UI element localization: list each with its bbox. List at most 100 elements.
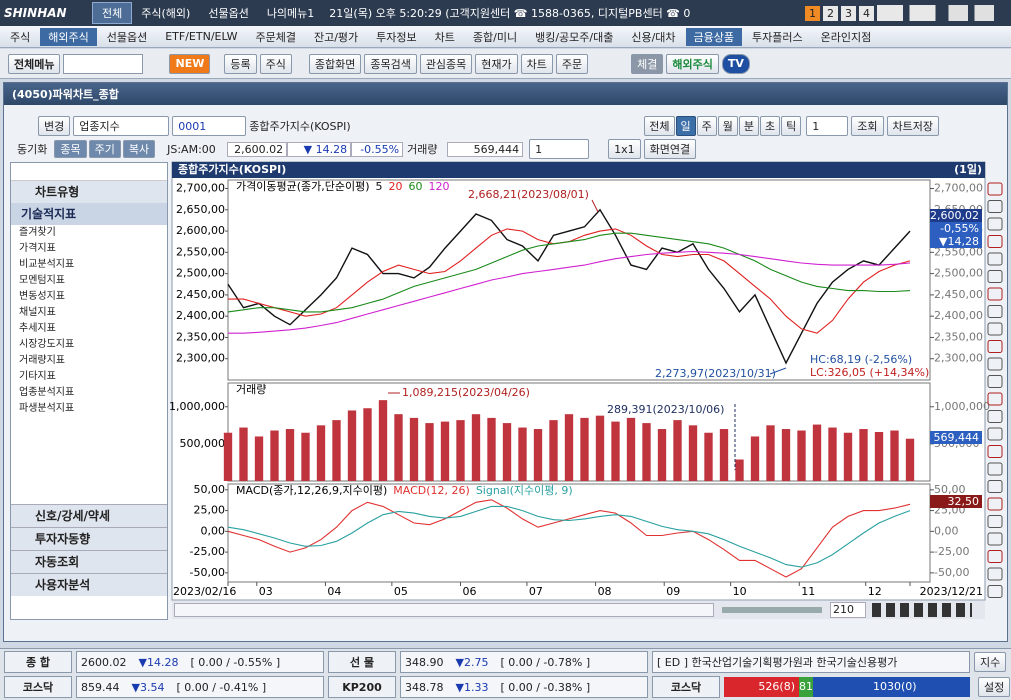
side-section[interactable]: 사용자분석: [11, 573, 167, 596]
sync-tab[interactable]: 주기: [88, 140, 121, 158]
breadth-up: 526(8): [724, 677, 799, 697]
tool-button[interactable]: 등록: [224, 53, 257, 74]
top-bar: SHINHAN 전체 주식(해외) 선물옵션 나의메뉴1 21일(목) 오후 5:20:2…: [0, 0, 1011, 26]
tree-item[interactable]: 파생분석지표: [19, 403, 75, 414]
period-button[interactable]: 주: [696, 116, 717, 136]
index-button[interactable]: 지수: [974, 652, 1007, 672]
period-button[interactable]: 전체: [644, 116, 675, 136]
all-menu[interactable]: 전체메뉴: [8, 53, 61, 74]
logo: SHINHAN: [4, 6, 67, 20]
scroll-bar: 210: [172, 601, 985, 619]
status-row: 코스닥 859.44 ▼3.54[ 0.00 / -0.41% ] KP200 348.…: [4, 676, 1011, 698]
volume-label: 거래량: [407, 143, 438, 156]
top-tab[interactable]: 주식(해외): [141, 7, 191, 20]
menu-item[interactable]: 해외주식: [40, 27, 97, 46]
menu-item[interactable]: ETF/ETN/ELW: [165, 30, 238, 43]
tree-item[interactable]: 추세지표: [19, 323, 56, 334]
menu-item[interactable]: 주식: [10, 30, 31, 44]
status-quote: 348.78 ▼1.33 [ 0.00 / -0.38% ]: [400, 676, 648, 698]
settings-button[interactable]: 설정: [978, 677, 1011, 697]
period-button[interactable]: 분: [738, 116, 759, 136]
status-range: [ 0.00 / -0.41% ]: [176, 680, 267, 694]
scroll-controls: [872, 603, 972, 617]
market-select[interactable]: 업종지수: [73, 116, 170, 136]
overseas-button[interactable]: 해외주식: [666, 53, 719, 74]
page-button[interactable]: 4: [859, 5, 874, 21]
screen-button[interactable]: 주문: [555, 53, 589, 74]
side-section[interactable]: 투자자동향: [11, 527, 167, 550]
screen-button[interactable]: 종합화면: [308, 53, 362, 74]
menu-item[interactable]: 종합/미니: [472, 30, 518, 44]
menu-item[interactable]: 투자정보: [376, 30, 417, 44]
tree-item[interactable]: 기타지표: [19, 371, 56, 382]
menu-item[interactable]: 주문체결: [255, 30, 296, 44]
window-title-bar: (4050)파워차트_종합: [4, 83, 1007, 105]
menu-item[interactable]: 투자플러스: [752, 30, 803, 44]
search-input: [63, 53, 144, 74]
top-tab[interactable]: 전체: [92, 2, 133, 24]
status-quote: 348.90 ▼2.75 [ 0.00 / -0.78% ]: [400, 651, 648, 673]
link-button[interactable]: 화면연결: [643, 139, 697, 159]
period-button[interactable]: 초: [760, 116, 781, 136]
status-label: 선 물: [328, 651, 396, 673]
status-range: [ 0.00 / -0.38% ]: [500, 680, 591, 694]
tree-item[interactable]: 변동성지표: [19, 291, 65, 302]
sync-tab[interactable]: 종목: [54, 140, 87, 158]
top-tab[interactable]: 나의메뉴1: [266, 7, 315, 20]
side-section[interactable]: 신호/강세/약세: [11, 504, 167, 527]
screen-button[interactable]: 차트: [520, 53, 553, 74]
period-button[interactable]: 월: [717, 116, 738, 136]
screen-button[interactable]: 종목검색: [364, 53, 417, 74]
status-change: ▼2.75: [455, 655, 489, 669]
tree-item[interactable]: 즐겨찾기: [19, 227, 56, 238]
save-button[interactable]: 차트저장: [886, 116, 939, 136]
menu-item[interactable]: 온라인지점: [820, 30, 872, 44]
layout-button[interactable]: 1x1: [608, 139, 641, 159]
rate: -0.55%: [351, 141, 404, 157]
status-price: 2600.02: [81, 655, 127, 669]
period-button[interactable]: 틱: [781, 116, 802, 136]
fill-button[interactable]: 체결: [631, 53, 664, 74]
status-label: 종 합: [4, 651, 72, 673]
query-button[interactable]: 조회: [851, 116, 884, 136]
tree-item[interactable]: 채널지표: [19, 307, 56, 318]
menu-item[interactable]: 금융상품: [685, 27, 743, 46]
change-button[interactable]: 변경: [38, 116, 71, 136]
menu-item[interactable]: 차트: [434, 30, 455, 44]
menu-item[interactable]: 잔고/평가: [313, 30, 359, 44]
code-input[interactable]: 0001: [172, 116, 247, 136]
tree-item[interactable]: 업종분석지표: [19, 387, 75, 398]
tree-item[interactable]: 비교분석지표: [19, 259, 75, 270]
toolbar: 전체메뉴 NEW 등록 주식 종합화면 종목검색 관심종목 현재가 차트 주문 체결 해외주식 TV: [0, 49, 1011, 79]
menu-item[interactable]: 선물옵션: [106, 30, 148, 44]
tree-item[interactable]: 모멘텀지표: [19, 275, 65, 286]
period-n[interactable]: 1: [806, 116, 849, 136]
sync-tab[interactable]: 동기화: [17, 143, 48, 156]
screen-button[interactable]: 관심종목: [419, 53, 473, 74]
tech-indicators[interactable]: 기술적지표: [11, 203, 167, 225]
tree-item[interactable]: 가격지표: [19, 243, 56, 254]
new-button[interactable]: NEW: [169, 53, 211, 74]
tree-item[interactable]: 시장강도지표: [19, 339, 75, 350]
page-button[interactable]: 1: [805, 5, 820, 21]
status-change: ▼1.33: [455, 680, 489, 694]
sync-tab[interactable]: 복사: [122, 140, 156, 158]
tree-item[interactable]: 거래량지표: [19, 355, 65, 366]
chart-type[interactable]: 차트유형: [11, 181, 167, 203]
screen-button[interactable]: 현재가: [475, 53, 518, 74]
status-change: ▼3.54: [131, 680, 165, 694]
menu-item[interactable]: 신용/대차: [631, 30, 676, 44]
status-quote: 859.44 ▼3.54 [ 0.00 / -0.41% ]: [76, 676, 324, 698]
period-button[interactable]: 일: [675, 116, 696, 136]
top-tab[interactable]: 선물옵션: [208, 7, 249, 20]
tv-button[interactable]: TV: [721, 53, 750, 74]
menu-bar: 주식 해외주식 선물옵션 ETF/ETN/ELW 주문체결 잔고/평가 투자정보 차트 종합/미…: [0, 26, 1011, 48]
tool-button[interactable]: 주식: [259, 53, 292, 74]
page-button[interactable]: 2: [823, 5, 838, 21]
page-button[interactable]: 3: [841, 5, 856, 21]
breadth-down: 1030(0): [813, 677, 970, 697]
side-section[interactable]: 자동조회: [11, 550, 167, 573]
status-range: [ 0.00 / -0.55% ]: [190, 655, 281, 669]
count-select[interactable]: 1: [529, 139, 590, 159]
menu-item[interactable]: 뱅킹/공모주/대출: [535, 30, 614, 44]
